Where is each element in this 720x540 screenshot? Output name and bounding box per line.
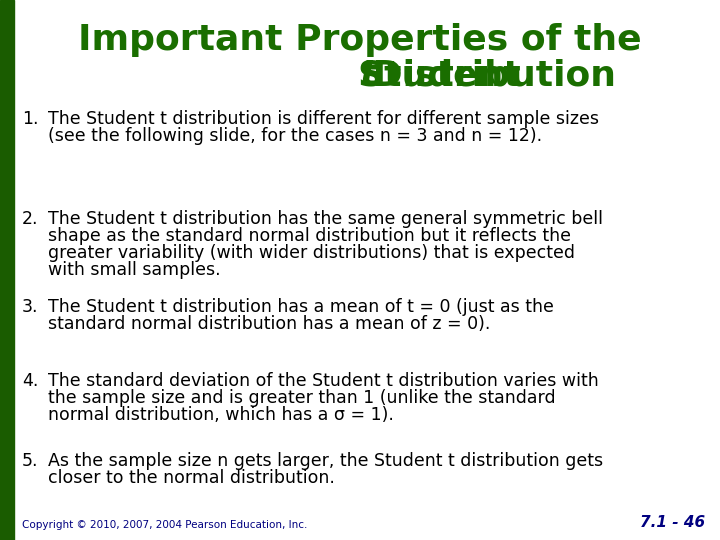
Text: 5.: 5. — [22, 452, 38, 470]
Text: greater variability (with wider distributions) that is expected: greater variability (with wider distribu… — [48, 244, 575, 262]
Text: 2.: 2. — [22, 210, 38, 228]
Text: the sample size and is greater than 1 (unlike the standard: the sample size and is greater than 1 (u… — [48, 389, 556, 407]
Text: The standard deviation of the Student t distribution varies with: The standard deviation of the Student t … — [48, 372, 599, 390]
Text: (see the following slide, for the cases n = 3 and n = 12).: (see the following slide, for the cases … — [48, 127, 542, 145]
Text: t: t — [359, 58, 377, 92]
Text: 7.1 - 46: 7.1 - 46 — [640, 515, 705, 530]
Text: closer to the normal distribution.: closer to the normal distribution. — [48, 469, 335, 487]
Text: Distribution: Distribution — [361, 58, 616, 92]
Text: 3.: 3. — [22, 298, 38, 316]
Text: Important Properties of the: Important Properties of the — [78, 23, 642, 57]
Text: Copyright © 2010, 2007, 2004 Pearson Education, Inc.: Copyright © 2010, 2007, 2004 Pearson Edu… — [22, 520, 307, 530]
Bar — [0, 0, 14, 540]
Text: with small samples.: with small samples. — [48, 261, 220, 279]
Text: The Student t distribution is different for different sample sizes: The Student t distribution is different … — [48, 110, 599, 128]
Text: Student: Student — [359, 58, 534, 92]
Text: As the sample size n gets larger, the Student t distribution gets: As the sample size n gets larger, the St… — [48, 452, 603, 470]
Text: normal distribution, which has a σ = 1).: normal distribution, which has a σ = 1). — [48, 406, 394, 424]
Text: 1.: 1. — [22, 110, 38, 128]
Text: shape as the standard normal distribution but it reflects the: shape as the standard normal distributio… — [48, 227, 571, 245]
Text: The Student t distribution has a mean of t = 0 (just as the: The Student t distribution has a mean of… — [48, 298, 554, 316]
Text: standard normal distribution has a mean of z = 0).: standard normal distribution has a mean … — [48, 315, 490, 333]
Text: The Student t distribution has the same general symmetric bell: The Student t distribution has the same … — [48, 210, 603, 228]
Text: 4.: 4. — [22, 372, 38, 390]
